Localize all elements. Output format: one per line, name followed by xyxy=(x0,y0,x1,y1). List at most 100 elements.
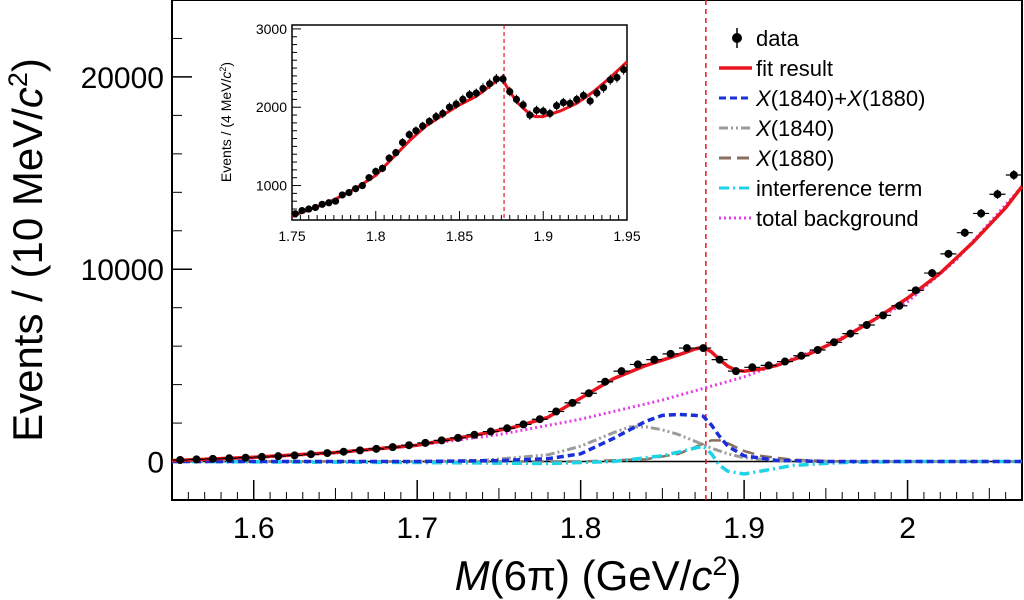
inset-data-point xyxy=(392,149,400,157)
inset-data-point xyxy=(606,76,614,84)
inset-data-point xyxy=(412,127,420,135)
inset-data-point xyxy=(593,89,601,97)
inset-data-point xyxy=(506,87,514,96)
inset-y-axis-label-part: c xyxy=(218,72,234,79)
x-axis-label-text-part: c xyxy=(691,552,712,599)
data-point xyxy=(944,249,953,258)
inset-data-point xyxy=(573,95,581,103)
x-tick-label: 1.9 xyxy=(723,512,765,545)
data-point xyxy=(372,444,381,453)
inset-data-point xyxy=(345,188,353,197)
x-axis-label-text-part: M xyxy=(455,552,490,599)
curve-interf xyxy=(171,444,1022,476)
y-axis-label-text: Events / (10 MeV/c2) xyxy=(3,58,51,442)
legend-label-bkg: total background xyxy=(756,206,919,231)
legend-label-x1840-part: X xyxy=(755,116,772,141)
data-point xyxy=(290,451,299,460)
y-tick-label: 0 xyxy=(147,447,164,480)
data-point xyxy=(993,190,1002,199)
y-tick-label: 10000 xyxy=(81,254,164,287)
inset-data-point xyxy=(519,101,527,109)
inset-data-point xyxy=(318,200,326,208)
main-plot-area: 0 10000 20000 1.6 1.7 1.8 1.9 2 xyxy=(81,0,1024,545)
legend-label-fit: fit result xyxy=(756,56,833,81)
legend-label-x1880-part: (1880) xyxy=(771,146,835,171)
data-point xyxy=(650,355,659,364)
x-tick-label: 1.7 xyxy=(396,512,438,545)
data-point xyxy=(274,452,283,461)
data-point xyxy=(928,269,937,278)
y-axis-label-text-part: 2 xyxy=(3,72,33,87)
inset-data-point xyxy=(378,164,387,172)
data-point xyxy=(633,360,642,369)
data-point xyxy=(584,389,593,398)
x-axis-label-text-part: ) xyxy=(727,552,741,599)
inset-data-point xyxy=(465,91,474,99)
data-point xyxy=(977,209,986,218)
inset-data-point xyxy=(358,181,366,190)
inset-data-point xyxy=(492,75,500,83)
x-axis-label-text: M(6π) (GeV/c2) xyxy=(455,551,742,599)
inset-plot: 1.75 1.8 1.85 1.9 1.95 1000 2000 3000 Events / (… xyxy=(218,21,641,244)
inset-data-point xyxy=(331,197,340,205)
curve-x1880 xyxy=(172,439,1022,463)
inset-y-axis-label-part: ) xyxy=(218,62,234,67)
data-point xyxy=(454,433,463,442)
inset-y-tick-label: 1000 xyxy=(256,178,287,194)
curve-x1840 xyxy=(172,425,1022,463)
inset-data-point xyxy=(325,199,333,207)
inset-data-point xyxy=(479,84,487,93)
inset-data-point xyxy=(539,107,547,115)
inset-data-point xyxy=(419,122,427,130)
legend-label-bkg-part: total background xyxy=(756,206,919,231)
inset-data-point xyxy=(599,84,608,92)
inset-data-point xyxy=(365,174,373,182)
inset-data-point xyxy=(532,106,541,114)
data-point xyxy=(241,453,250,462)
inset-data-point xyxy=(586,97,594,105)
inset-data-point xyxy=(338,191,346,199)
inset-data-point xyxy=(439,109,447,118)
inset-data-point xyxy=(372,167,380,176)
data-point xyxy=(421,438,430,447)
y-axis-label-text-part: Events / (10 MeV/ xyxy=(4,108,51,442)
inset-data-point xyxy=(472,89,480,97)
inset-x-tick-label: 1.85 xyxy=(446,228,473,244)
data-point xyxy=(879,311,888,320)
data-point xyxy=(682,344,691,353)
data-point xyxy=(470,430,479,439)
data-point xyxy=(748,363,757,372)
legend-label-interf: interference term xyxy=(756,176,922,201)
data-point xyxy=(208,454,217,463)
data-point xyxy=(437,436,446,445)
inset-x-tick-label: 1.75 xyxy=(278,228,305,244)
inset-data-point xyxy=(298,207,306,215)
inset-data-point xyxy=(445,103,454,111)
data-point xyxy=(257,452,266,461)
inset-data-point xyxy=(499,75,507,83)
data-point xyxy=(731,367,740,376)
data-point xyxy=(780,357,789,366)
data-point xyxy=(225,454,234,463)
inset-data-point xyxy=(459,95,467,103)
inset-data-point xyxy=(305,205,313,213)
x-tick-label: 1.6 xyxy=(233,512,275,545)
data-point xyxy=(699,344,708,353)
data-point xyxy=(192,455,201,464)
inset-data-point xyxy=(613,73,621,82)
inset-data-point xyxy=(425,117,433,125)
data-point xyxy=(519,420,528,429)
inset-data-point xyxy=(452,100,460,108)
data-point xyxy=(323,449,332,458)
legend-label-sum: X(1840)+X(1880) xyxy=(755,86,925,111)
data-point xyxy=(535,415,544,424)
inset-data-point xyxy=(553,102,561,110)
x-axis-label-text-part: (6π) (GeV/ xyxy=(490,552,692,599)
data-point xyxy=(960,228,969,237)
inset-y-axis-label-part: 2 xyxy=(218,67,228,72)
inset-data-point xyxy=(512,95,521,103)
data-point xyxy=(617,367,626,376)
inset-y-axis-label-part: Events / (4 MeV/ xyxy=(218,78,234,182)
y-tick-label: 20000 xyxy=(81,62,164,95)
